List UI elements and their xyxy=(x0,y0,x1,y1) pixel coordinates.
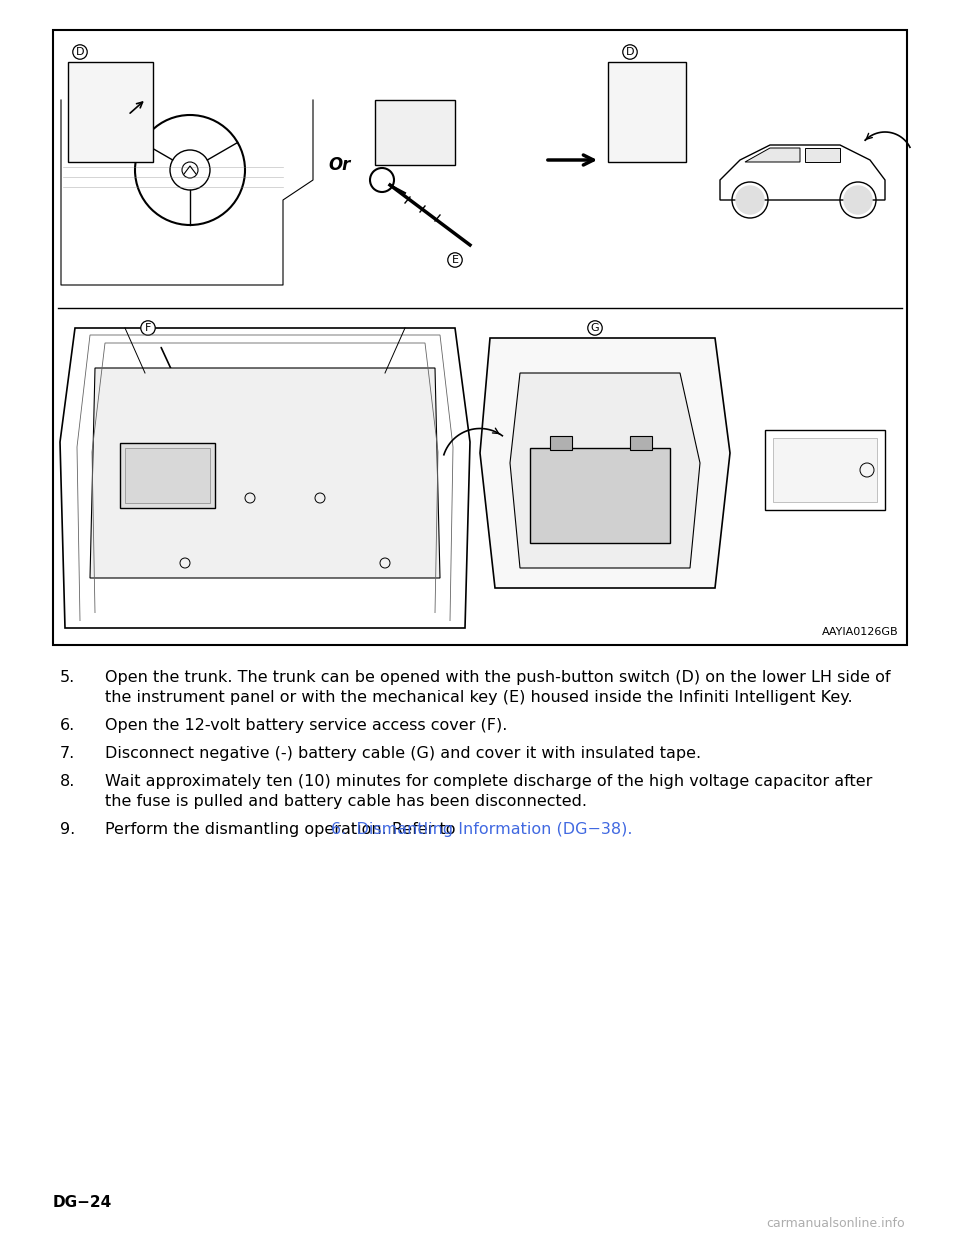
Text: the fuse is pulled and battery cable has been disconnected.: the fuse is pulled and battery cable has… xyxy=(105,794,587,809)
Polygon shape xyxy=(480,338,730,587)
Text: D: D xyxy=(626,47,635,57)
Polygon shape xyxy=(745,148,800,161)
Bar xyxy=(68,62,153,161)
Bar xyxy=(550,436,572,450)
Text: carmanualsonline.info: carmanualsonline.info xyxy=(766,1217,905,1230)
Bar xyxy=(120,443,215,508)
Text: 5.: 5. xyxy=(60,669,75,686)
Text: Open the trunk. The trunk can be opened with the push-button switch (D) on the l: Open the trunk. The trunk can be opened … xyxy=(105,669,891,686)
Bar xyxy=(630,436,652,450)
Text: the instrument panel or with the mechanical key (E) housed inside the Infiniti I: the instrument panel or with the mechani… xyxy=(105,691,852,705)
FancyBboxPatch shape xyxy=(380,106,450,160)
Bar xyxy=(375,101,455,165)
Bar xyxy=(608,62,686,161)
Text: 9.: 9. xyxy=(60,822,75,837)
Text: G: G xyxy=(590,323,599,333)
Text: 6.: 6. xyxy=(60,718,75,733)
Text: 6.  Dismantling Information (DG−38).: 6. Dismantling Information (DG−38). xyxy=(331,822,633,837)
Polygon shape xyxy=(510,373,700,568)
Text: AAYIA0126GB: AAYIA0126GB xyxy=(823,627,899,637)
Bar xyxy=(773,438,877,502)
Circle shape xyxy=(844,186,872,214)
Text: F: F xyxy=(145,323,151,333)
Text: Or: Or xyxy=(329,156,351,174)
Text: Perform the dismantling operation. Refer to: Perform the dismantling operation. Refer… xyxy=(105,822,461,837)
Polygon shape xyxy=(720,145,885,200)
Text: Open the 12-volt battery service access cover (F).: Open the 12-volt battery service access … xyxy=(105,718,508,733)
Polygon shape xyxy=(60,328,470,628)
Text: 8.: 8. xyxy=(60,774,76,789)
Bar xyxy=(475,318,735,587)
Bar xyxy=(125,448,210,503)
Polygon shape xyxy=(805,148,840,161)
Bar xyxy=(765,430,885,510)
Bar xyxy=(53,30,907,645)
Text: Wait approximately ten (10) minutes for complete discharge of the high voltage c: Wait approximately ten (10) minutes for … xyxy=(105,774,873,789)
Text: 7.: 7. xyxy=(60,746,75,761)
Text: DG−24: DG−24 xyxy=(53,1195,112,1210)
Polygon shape xyxy=(90,368,440,578)
Bar xyxy=(530,448,670,543)
Text: E: E xyxy=(451,255,459,265)
Text: Disconnect negative (-) battery cable (G) and cover it with insulated tape.: Disconnect negative (-) battery cable (G… xyxy=(105,746,701,761)
Circle shape xyxy=(736,186,764,214)
Text: D: D xyxy=(76,47,84,57)
